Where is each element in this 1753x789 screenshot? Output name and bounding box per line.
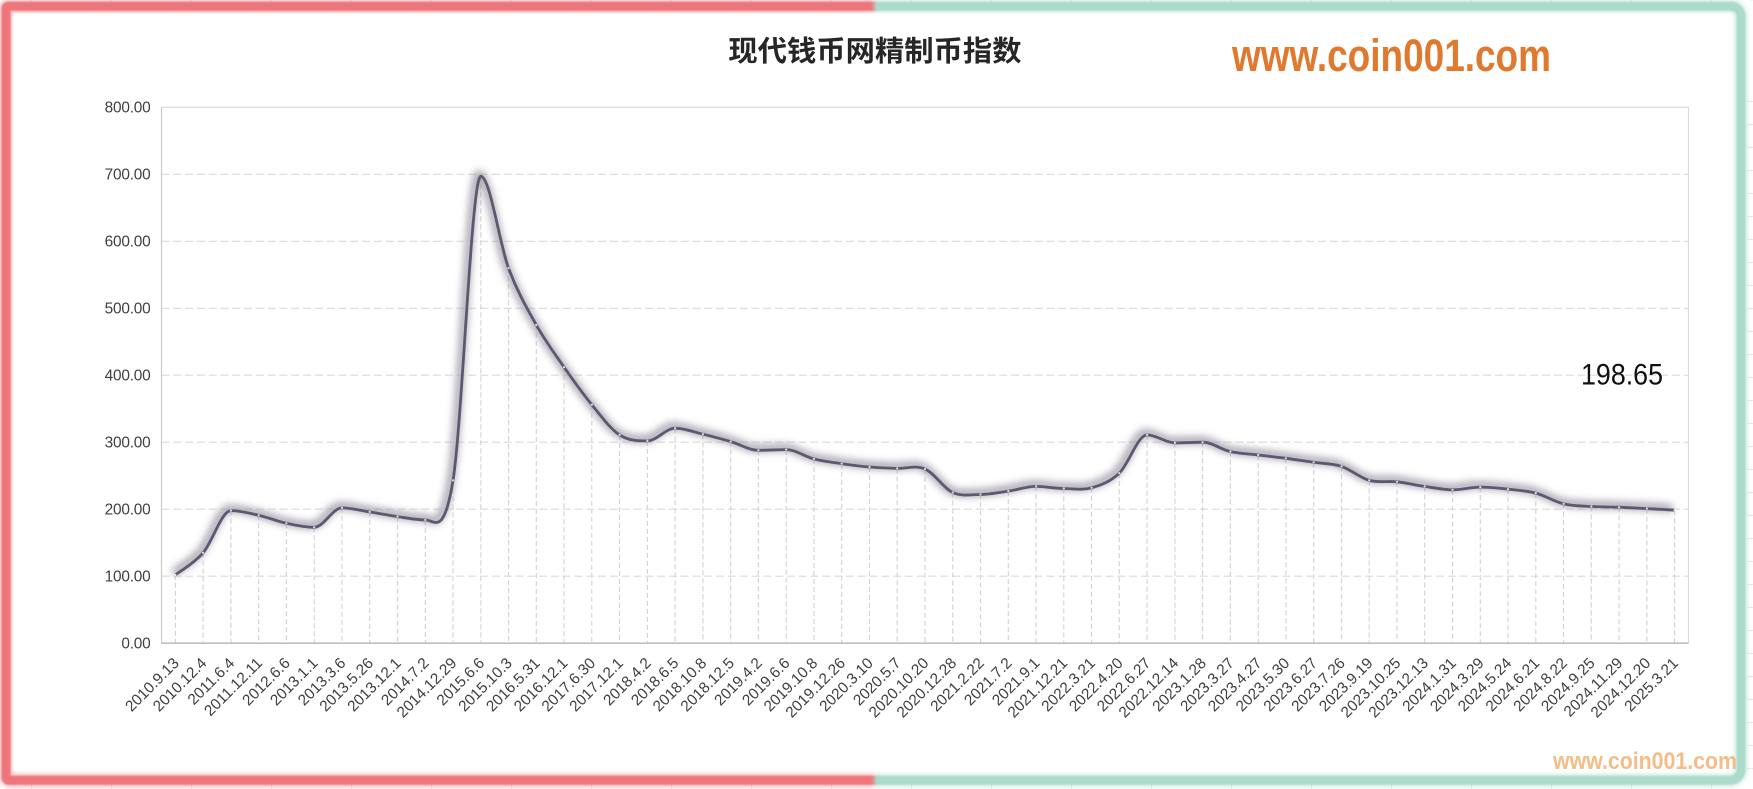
svg-text:300.00: 300.00 xyxy=(105,434,151,451)
svg-text:www.coin001.com: www.coin001.com xyxy=(1552,748,1737,775)
svg-text:500.00: 500.00 xyxy=(105,301,151,318)
svg-text:100.00: 100.00 xyxy=(105,568,151,585)
svg-text:198.65: 198.65 xyxy=(1581,359,1663,392)
svg-text:200.00: 200.00 xyxy=(105,501,151,518)
svg-text:www.coin001.com: www.coin001.com xyxy=(1231,30,1551,81)
svg-text:400.00: 400.00 xyxy=(105,367,151,384)
svg-text:800.00: 800.00 xyxy=(105,100,151,117)
svg-text:700.00: 700.00 xyxy=(105,167,151,184)
svg-text:0.00: 0.00 xyxy=(121,635,150,652)
svg-text:600.00: 600.00 xyxy=(105,234,151,251)
